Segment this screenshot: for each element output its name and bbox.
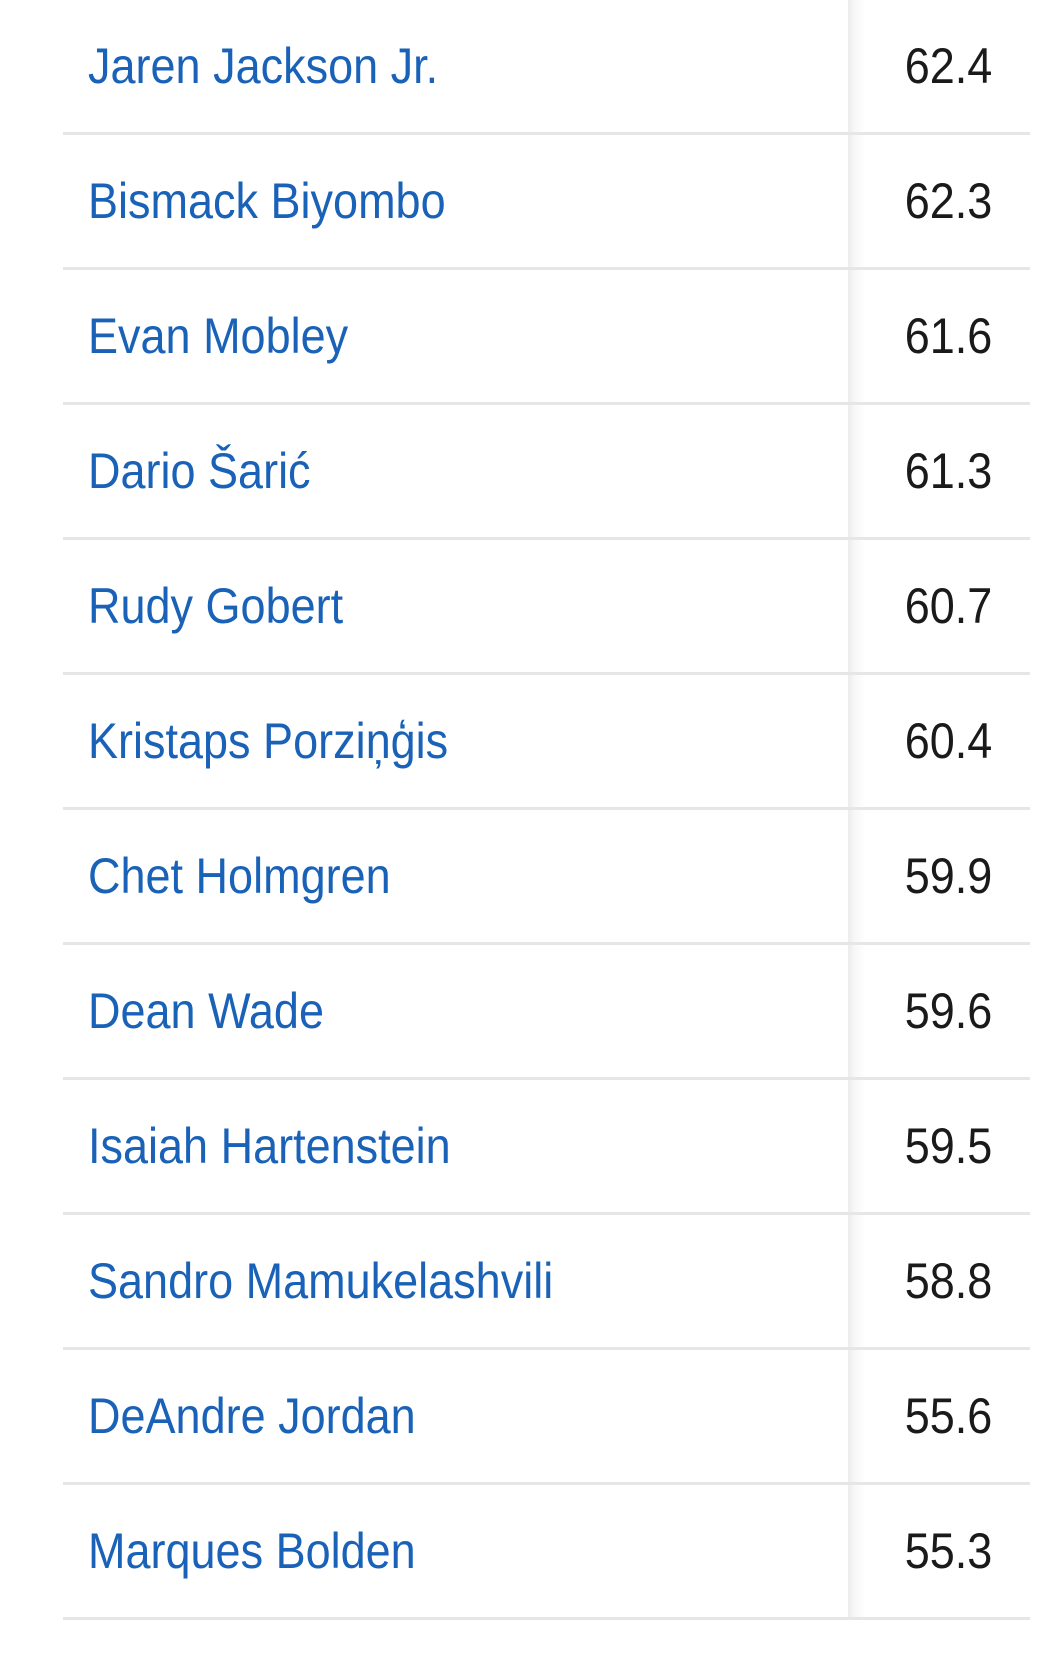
value-cell: 59.6	[848, 945, 1030, 1077]
stat-value: 61.6	[904, 308, 992, 364]
player-link[interactable]: Dean Wade	[88, 983, 324, 1039]
value-cell: 58.8	[848, 1215, 1030, 1347]
table-row: Dario Šarić 61.3	[63, 405, 1030, 540]
value-cell: 60.4	[848, 675, 1030, 807]
stat-value: 59.5	[904, 1118, 992, 1174]
table-row: Evan Mobley 61.6	[63, 270, 1030, 405]
value-cell: 59.9	[848, 810, 1030, 942]
player-link[interactable]: Jaren Jackson Jr.	[88, 38, 439, 94]
table-row: Isaiah Hartenstein 59.5	[63, 1080, 1030, 1215]
value-cell: 60.7	[848, 540, 1030, 672]
stat-value: 59.9	[904, 848, 992, 904]
stat-value: 58.8	[904, 1253, 992, 1309]
value-cell: 62.3	[848, 135, 1030, 267]
value-cell: 62.4	[848, 0, 1030, 132]
table-row: Marques Bolden 55.3	[63, 1485, 1030, 1620]
player-link[interactable]: Dario Šarić	[88, 443, 311, 499]
stat-value: 62.3	[904, 173, 992, 229]
stats-table: Jaren Jackson Jr. 62.4 Bismack Biyombo 62.3…	[63, 0, 1030, 1620]
value-cell: 55.3	[848, 1485, 1030, 1617]
player-link[interactable]: Bismack Biyombo	[88, 173, 446, 229]
table-row: Kristaps Porziņģis 60.4	[63, 675, 1030, 810]
stat-value: 59.6	[904, 983, 992, 1039]
player-link[interactable]: Isaiah Hartenstein	[88, 1118, 451, 1174]
table-row: DeAndre Jordan 55.6	[63, 1350, 1030, 1485]
stat-value: 55.6	[904, 1388, 992, 1444]
value-cell: 61.3	[848, 405, 1030, 537]
stat-value: 60.4	[904, 713, 992, 769]
table-row: Bismack Biyombo 62.3	[63, 135, 1030, 270]
table-row: Chet Holmgren 59.9	[63, 810, 1030, 945]
table-row: Sandro Mamukelashvili 58.8	[63, 1215, 1030, 1350]
stat-value: 62.4	[904, 38, 992, 94]
player-link[interactable]: Rudy Gobert	[88, 578, 344, 634]
stat-value: 55.3	[904, 1523, 992, 1579]
player-link[interactable]: Kristaps Porziņģis	[88, 713, 449, 769]
player-link[interactable]: Chet Holmgren	[88, 848, 391, 904]
player-link[interactable]: DeAndre Jordan	[88, 1388, 416, 1444]
value-cell: 55.6	[848, 1350, 1030, 1482]
stat-value: 60.7	[904, 578, 992, 634]
player-link[interactable]: Evan Mobley	[88, 308, 349, 364]
stat-value: 61.3	[904, 443, 992, 499]
table-row: Rudy Gobert 60.7	[63, 540, 1030, 675]
player-link[interactable]: Marques Bolden	[88, 1523, 416, 1579]
player-link[interactable]: Sandro Mamukelashvili	[88, 1253, 554, 1309]
table-row: Dean Wade 59.6	[63, 945, 1030, 1080]
value-cell: 61.6	[848, 270, 1030, 402]
table-row: Jaren Jackson Jr. 62.4	[63, 0, 1030, 135]
value-cell: 59.5	[848, 1080, 1030, 1212]
